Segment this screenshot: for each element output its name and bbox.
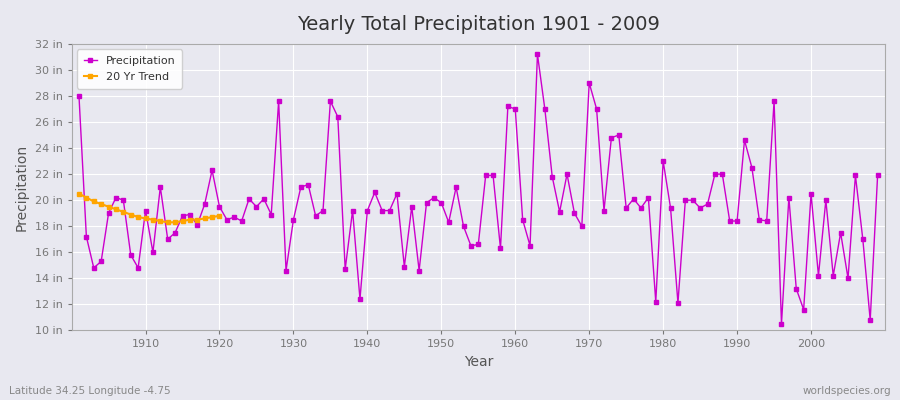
Line: Precipitation: Precipitation	[77, 52, 879, 326]
20 Yr Trend	[74, 191, 85, 196]
Precipitation	[510, 107, 521, 112]
Text: Latitude 34.25 Longitude -4.75: Latitude 34.25 Longitude -4.75	[9, 386, 171, 396]
20 Yr Trend	[104, 204, 114, 209]
20 Yr Trend	[177, 219, 188, 224]
20 Yr Trend	[155, 219, 166, 224]
Precipitation	[776, 322, 787, 326]
Precipitation	[132, 266, 143, 270]
Precipitation	[502, 104, 513, 109]
Line: 20 Yr Trend: 20 Yr Trend	[77, 192, 221, 224]
20 Yr Trend	[95, 202, 106, 206]
20 Yr Trend	[184, 217, 195, 222]
Title: Yearly Total Precipitation 1901 - 2009: Yearly Total Precipitation 1901 - 2009	[297, 15, 660, 34]
Y-axis label: Precipitation: Precipitation	[15, 144, 29, 231]
20 Yr Trend	[111, 207, 122, 212]
X-axis label: Year: Year	[464, 355, 493, 369]
20 Yr Trend	[214, 214, 225, 218]
20 Yr Trend	[132, 215, 143, 220]
20 Yr Trend	[148, 217, 158, 222]
20 Yr Trend	[140, 216, 151, 221]
Precipitation	[606, 135, 616, 140]
Precipitation	[532, 52, 543, 57]
20 Yr Trend	[118, 210, 129, 214]
20 Yr Trend	[192, 217, 202, 222]
Legend: Precipitation, 20 Yr Trend: Precipitation, 20 Yr Trend	[77, 50, 183, 88]
Text: worldspecies.org: worldspecies.org	[803, 386, 891, 396]
20 Yr Trend	[207, 215, 218, 220]
Precipitation	[295, 185, 306, 190]
20 Yr Trend	[199, 216, 210, 221]
20 Yr Trend	[88, 199, 99, 204]
Precipitation	[340, 267, 351, 272]
Precipitation	[74, 94, 85, 98]
20 Yr Trend	[162, 220, 173, 225]
20 Yr Trend	[81, 195, 92, 200]
Precipitation	[872, 173, 883, 178]
20 Yr Trend	[170, 220, 181, 225]
20 Yr Trend	[125, 212, 136, 217]
